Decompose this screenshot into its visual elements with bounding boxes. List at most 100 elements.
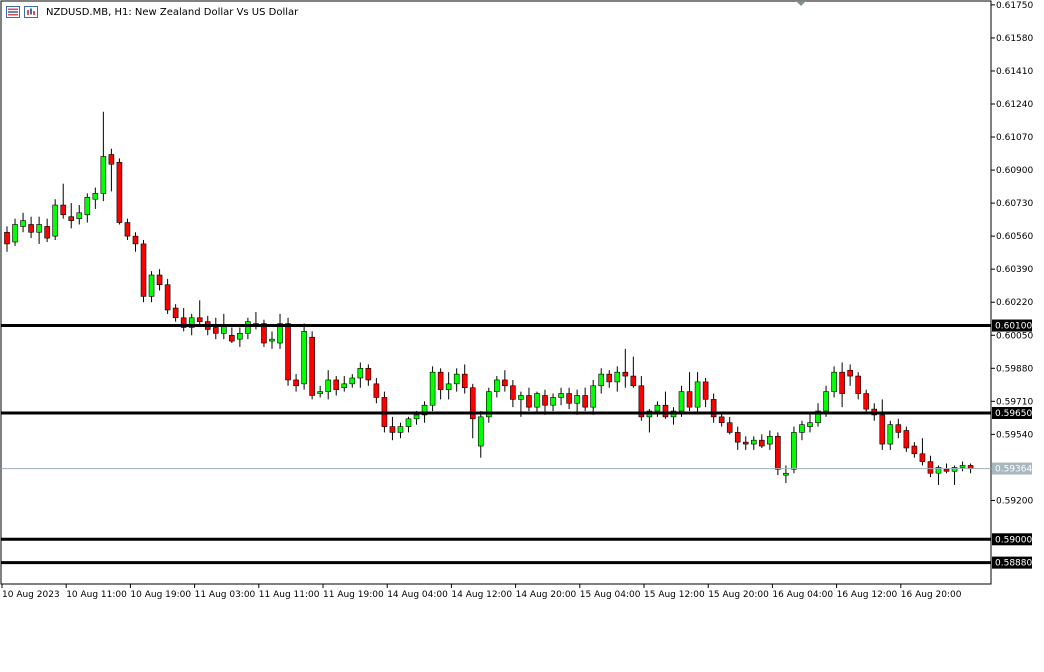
candle — [245, 317, 251, 340]
candle — [750, 436, 757, 450]
level-price-tag-text: 0.60100 — [995, 322, 1032, 332]
candle — [686, 372, 693, 412]
price-axis: 0.61750 0.61580 0.61410 0.61240 0.61070 0.609… — [991, 1, 1033, 506]
candle-body — [750, 439, 757, 445]
y-tick-label: 0.59880 — [996, 364, 1033, 374]
candle-body — [911, 445, 918, 455]
candle — [349, 374, 356, 388]
candle — [887, 420, 894, 450]
x-tick-label: 11 Aug 03:00 — [195, 590, 256, 600]
candle-body — [526, 395, 532, 408]
levels-layer[interactable] — [1, 324, 991, 565]
candle — [148, 271, 155, 303]
candle — [4, 226, 10, 252]
candle — [566, 387, 572, 410]
candle — [301, 323, 307, 390]
candle-body — [341, 383, 348, 389]
level-price-tag-text: 0.59650 — [995, 409, 1032, 419]
candle — [477, 411, 484, 458]
candle — [12, 218, 18, 246]
candle — [309, 331, 315, 400]
scroll-marker-icon[interactable] — [796, 1, 806, 6]
candle — [405, 416, 412, 433]
candle — [574, 389, 580, 415]
candle — [767, 430, 773, 450]
level-price-tag-text: 0.59000 — [995, 535, 1032, 545]
x-tick-label: 14 Aug 12:00 — [451, 590, 512, 600]
candle — [855, 372, 861, 400]
candle — [911, 442, 918, 458]
candle — [445, 372, 452, 400]
candle-body — [357, 367, 364, 379]
candle-body — [245, 321, 251, 334]
chart-properties-icon[interactable] — [24, 6, 38, 18]
timeframe-label: H1: — [114, 6, 132, 18]
candle-body — [654, 404, 661, 412]
bars-list-icon[interactable] — [6, 6, 20, 18]
candle-body — [775, 436, 781, 470]
candle — [590, 379, 596, 415]
level-price-tag — [992, 406, 1032, 419]
candle-body — [116, 161, 123, 223]
candle — [196, 300, 203, 326]
candle — [20, 212, 26, 233]
candle-body — [542, 395, 548, 406]
candle-body — [421, 404, 428, 416]
candle — [807, 412, 813, 433]
candle-body — [494, 379, 500, 392]
y-tick-label: 0.60390 — [996, 265, 1033, 275]
candle — [895, 418, 902, 439]
candle — [469, 383, 476, 439]
candle-body — [373, 383, 380, 398]
candle — [28, 216, 34, 239]
candle-body — [590, 385, 596, 408]
candle-body — [333, 379, 340, 390]
candle-body — [839, 371, 845, 394]
x-tick-label: 15 Aug 04:00 — [580, 590, 641, 600]
candle — [606, 370, 613, 388]
candle-body — [823, 391, 829, 412]
candle-body — [309, 336, 315, 396]
candle-body — [229, 334, 235, 342]
candle — [140, 240, 147, 303]
candle-body — [742, 441, 749, 445]
x-tick-label: 14 Aug 20:00 — [516, 590, 577, 600]
candle-body — [686, 391, 693, 408]
candle-body — [734, 432, 741, 443]
candle — [164, 278, 171, 314]
candle-body — [365, 367, 372, 381]
candle-body — [558, 393, 564, 398]
candle-body — [100, 156, 107, 194]
candle — [84, 193, 91, 223]
candle — [124, 218, 131, 241]
candle-body — [919, 453, 926, 462]
candle-body — [959, 465, 966, 468]
candle — [847, 364, 853, 386]
candle — [397, 422, 404, 439]
x-tick-label: 10 Aug 19:00 — [130, 590, 191, 600]
candle-body — [807, 422, 813, 427]
candle-body — [52, 204, 58, 237]
candle — [558, 387, 564, 406]
candle — [172, 304, 179, 322]
candle-body — [445, 383, 452, 390]
candle-body — [124, 222, 131, 237]
candle — [903, 426, 910, 452]
candle — [831, 366, 837, 398]
candle-body — [269, 338, 275, 342]
chart-header: NZDUSD.MB, H1: New Zealand Dollar Vs US … — [6, 4, 298, 20]
candle-body — [285, 323, 291, 381]
candle — [453, 368, 460, 392]
candle — [116, 158, 123, 225]
candle-body — [598, 373, 605, 387]
candle — [285, 317, 291, 386]
candle-body — [461, 373, 468, 389]
symbol-description: New Zealand Dollar Vs US Dollar — [134, 6, 299, 18]
candle-body — [92, 193, 99, 200]
candle — [494, 376, 500, 398]
y-tick-label: 0.61410 — [996, 67, 1033, 77]
candle-body — [943, 469, 950, 472]
y-tick-label: 0.61070 — [996, 133, 1033, 143]
